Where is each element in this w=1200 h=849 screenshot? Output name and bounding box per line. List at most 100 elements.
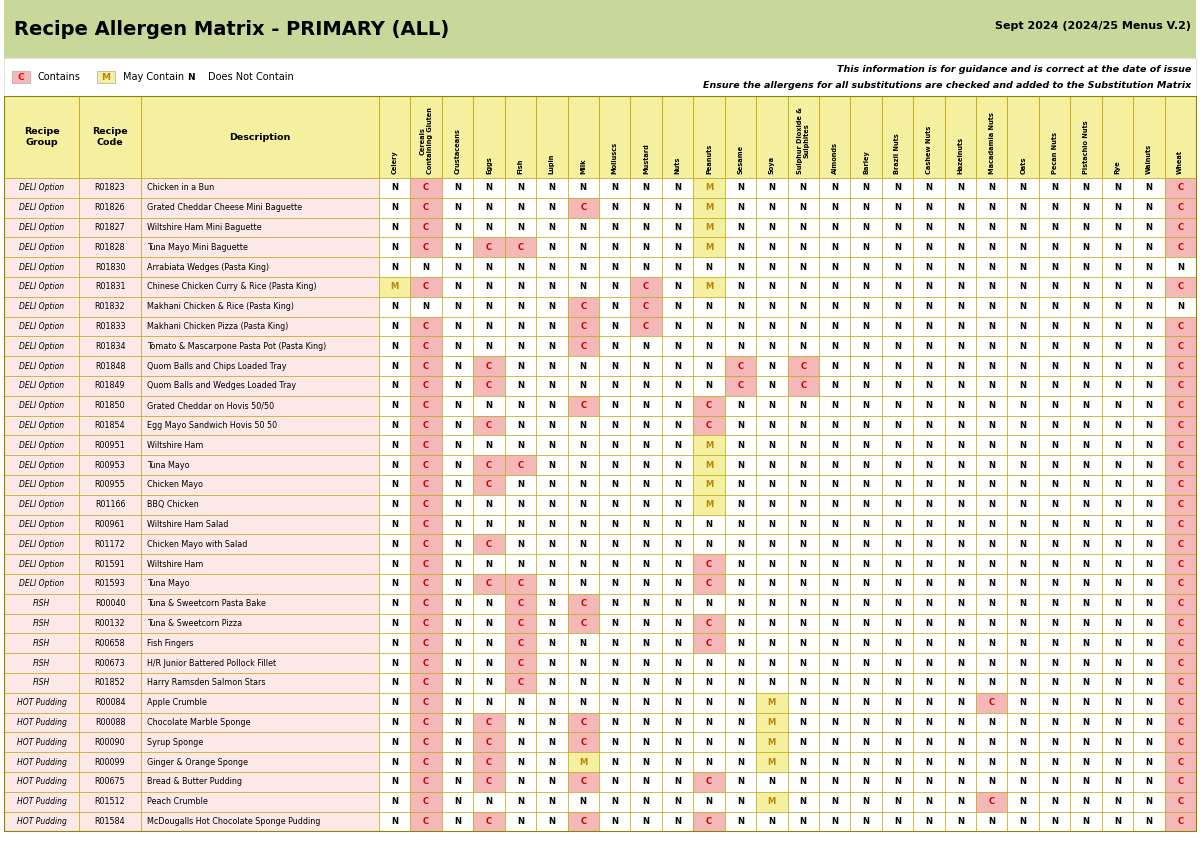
Bar [913,733,944,752]
Text: N: N [737,599,744,608]
Bar [379,614,410,633]
Text: N: N [642,757,649,767]
Text: N: N [674,183,682,193]
Bar [976,733,1008,752]
Text: N: N [611,698,618,707]
Bar [379,257,410,277]
Bar [1164,217,1196,238]
Text: N: N [517,421,524,430]
Text: N: N [1020,599,1027,608]
Bar [1039,653,1070,673]
Text: Arrabiata Wedges (Pasta King): Arrabiata Wedges (Pasta King) [148,262,269,272]
Text: C: C [486,757,492,767]
Text: N: N [768,302,775,312]
Text: N: N [894,738,901,747]
Text: N: N [799,481,806,489]
Text: Tomato & Mascarpone Pasta Pot (Pasta King): Tomato & Mascarpone Pasta Pot (Pasta Kin… [148,342,326,351]
Text: N: N [706,678,713,688]
Text: N: N [580,362,587,371]
Text: N: N [642,520,649,529]
Text: DELI Option: DELI Option [19,441,64,450]
Bar [1102,534,1133,554]
Text: C: C [1177,540,1183,548]
Text: N: N [1020,678,1027,688]
Bar [1102,812,1133,831]
Text: N: N [1145,441,1152,450]
Bar [1070,733,1102,752]
Bar [410,554,442,574]
Text: N: N [832,421,838,430]
Bar [944,436,976,455]
Bar [756,574,787,593]
Bar [1008,317,1039,336]
Bar [536,336,568,357]
Bar [851,297,882,317]
Text: C: C [424,579,430,588]
Bar [473,357,505,376]
Bar [599,574,630,593]
Bar [756,336,787,357]
Text: N: N [454,738,461,747]
Text: N: N [674,283,682,291]
Bar [473,752,505,772]
Text: N: N [832,302,838,312]
Bar [142,593,379,614]
Text: DELI Option: DELI Option [19,402,64,410]
Text: N: N [989,441,995,450]
Bar [882,238,913,257]
Text: DELI Option: DELI Option [19,500,64,509]
Bar [1070,712,1102,733]
Text: N: N [548,322,556,331]
Text: N: N [1051,520,1058,529]
Text: N: N [611,559,618,569]
Text: N: N [925,243,932,252]
Bar [694,812,725,831]
Bar [976,436,1008,455]
Text: HOT Pudding: HOT Pudding [17,797,66,807]
Bar [882,396,913,416]
Bar [818,336,851,357]
Bar [818,396,851,416]
Bar [568,673,599,693]
Text: N: N [454,619,461,628]
Bar [599,238,630,257]
Bar [379,238,410,257]
Text: N: N [580,441,587,450]
Bar [79,554,142,574]
Text: FISH: FISH [32,659,50,667]
Bar [1133,673,1164,693]
Bar [756,792,787,812]
Bar [1164,297,1196,317]
Bar [142,534,379,554]
Text: N: N [989,678,995,688]
Text: N: N [989,322,995,331]
Text: N: N [1020,183,1027,193]
Bar [442,297,473,317]
Bar [1102,376,1133,396]
Bar [473,238,505,257]
Text: N: N [454,757,461,767]
Bar [725,554,756,574]
Text: N: N [391,599,398,608]
Bar [599,336,630,357]
Bar [410,475,442,495]
Bar [1039,376,1070,396]
Text: C: C [424,461,430,469]
Bar [694,534,725,554]
Text: N: N [580,223,587,232]
Bar [787,574,818,593]
Text: M: M [704,183,713,193]
Text: N: N [422,302,430,312]
Text: N: N [517,718,524,727]
Bar [568,772,599,792]
Text: N: N [674,441,682,450]
Bar [818,673,851,693]
Bar [818,792,851,812]
Text: N: N [642,362,649,371]
Text: N: N [832,797,838,807]
Text: N: N [391,362,398,371]
Bar [1008,733,1039,752]
Text: N: N [486,402,492,410]
Bar [662,554,694,574]
Text: N: N [486,659,492,667]
